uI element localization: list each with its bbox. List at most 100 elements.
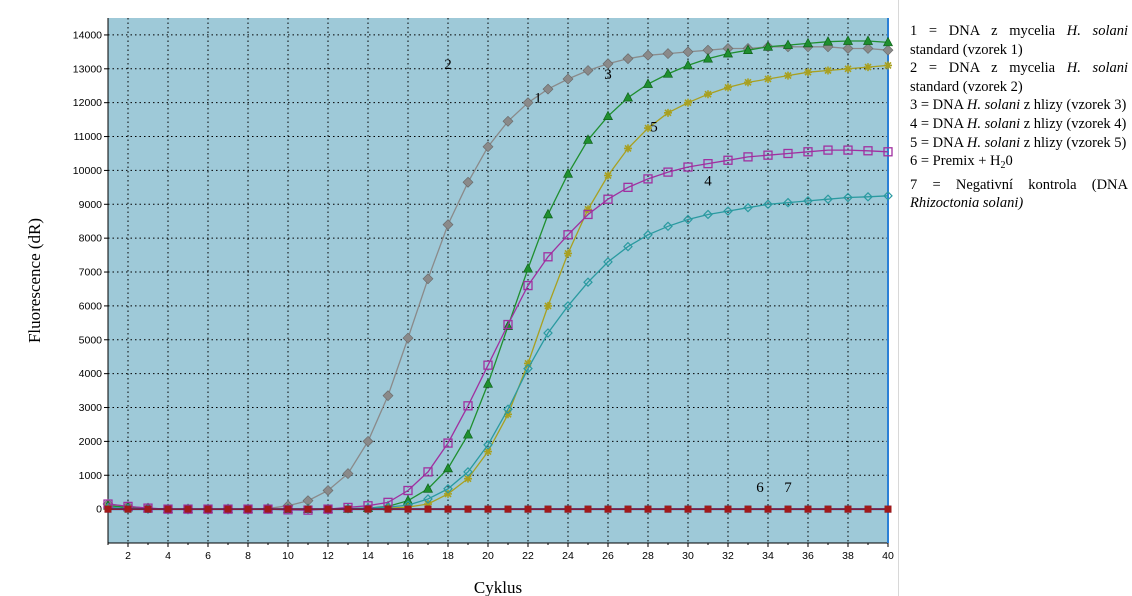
data-point [164,505,172,513]
curve-labels: 2 1 3 5 4 6 7 [444,57,792,496]
y-tick-label: 0 [96,504,102,516]
data-point [423,494,433,504]
legend-divider [898,0,899,596]
x-tick-label: 26 [602,550,614,562]
y-tick-label: 8000 [79,233,103,245]
legend-entry-4: 4 = DNA H. solani z hlizy (vzorek 4) [910,115,1127,132]
legend-entry-7: 7 = Negativní kontrola (DNA Rhizoctonia … [910,176,1128,212]
x-tick-label: 40 [882,550,894,562]
data-point [583,209,593,220]
data-point [424,505,432,513]
plot-area [108,18,888,543]
data-point [704,505,712,513]
data-point [683,214,693,225]
data-point [863,191,873,202]
x-tick-label: 2 [125,550,131,562]
data-point [763,41,773,51]
data-point [823,145,833,155]
legend-entry-2: 2 = DNA z mycelia H. solani standard (vz… [910,60,1129,95]
data-point [724,83,732,92]
data-point [463,401,473,411]
data-point [763,150,773,160]
data-point [603,257,613,267]
data-point [664,108,672,117]
data-point [823,36,833,46]
data-point [683,59,693,70]
data-point [663,167,673,177]
data-point [522,97,534,109]
data-point [484,447,492,456]
data-point [882,44,894,56]
data-point [663,68,673,78]
legend: 1 = DNA z mycelia H. solani standard (vz… [910,22,1128,213]
data-point [824,505,832,513]
x-axis-title: Cyklus [474,578,522,596]
data-point [603,194,613,204]
data-point [824,66,832,75]
data-point [584,505,592,513]
data-point [544,505,552,513]
data-point [502,115,514,127]
data-point [724,505,732,513]
y-tick-label: 9000 [79,199,103,211]
data-point [843,192,853,203]
y-tick-label: 7000 [79,267,103,279]
data-point [744,78,752,87]
y-axis-title: Fluorescence (dR) [25,218,44,343]
data-point [662,48,674,59]
y-tick-label: 4000 [79,368,103,380]
data-point [764,505,772,513]
data-point [304,505,312,513]
data-point [544,301,552,310]
data-point [743,202,753,213]
data-point [563,168,573,178]
data-point [442,219,454,231]
y-tick-label: 1000 [79,470,103,482]
data-point [783,197,793,208]
data-point [344,505,352,513]
legend-entry-5: 5 = DNA H. solani z hlizy (vzorek 5) [910,134,1127,151]
data-point [883,36,893,47]
data-point [684,98,692,107]
data-point [342,468,354,479]
data-point [483,360,493,370]
data-point [504,505,512,513]
data-point [643,174,653,184]
data-point [124,505,132,513]
data-point [883,147,893,157]
x-tick-label: 30 [682,550,694,562]
x-tick-label: 20 [482,550,494,562]
x-tick-label: 16 [402,550,414,562]
data-point [644,505,652,513]
data-point [443,483,453,494]
x-tick-label: 28 [642,550,654,562]
data-point [463,467,473,477]
y-tick-label: 14000 [73,29,102,41]
data-point [723,155,733,165]
data-point [584,205,592,214]
data-point [444,489,452,498]
data-point [864,63,872,72]
x-tick-label: 36 [802,550,814,562]
data-point [843,145,853,155]
data-point [564,249,572,258]
data-point [483,439,493,450]
data-point [663,221,673,232]
data-point [523,363,533,374]
data-point [863,35,873,45]
x-tick-label: 32 [722,550,734,562]
data-point [404,505,412,513]
series-group [102,35,894,515]
data-point [842,43,854,54]
data-point [504,410,512,419]
data-point [783,148,793,159]
data-point [682,46,694,58]
data-point [443,438,453,448]
data-point [664,505,672,513]
curve-label: 4 [704,174,712,190]
x-tick-label: 12 [322,550,334,562]
data-point [264,505,272,513]
data-point [623,182,633,193]
data-point [683,162,693,172]
legend-entry-6: 6 = Premix + H20 [910,153,1013,172]
